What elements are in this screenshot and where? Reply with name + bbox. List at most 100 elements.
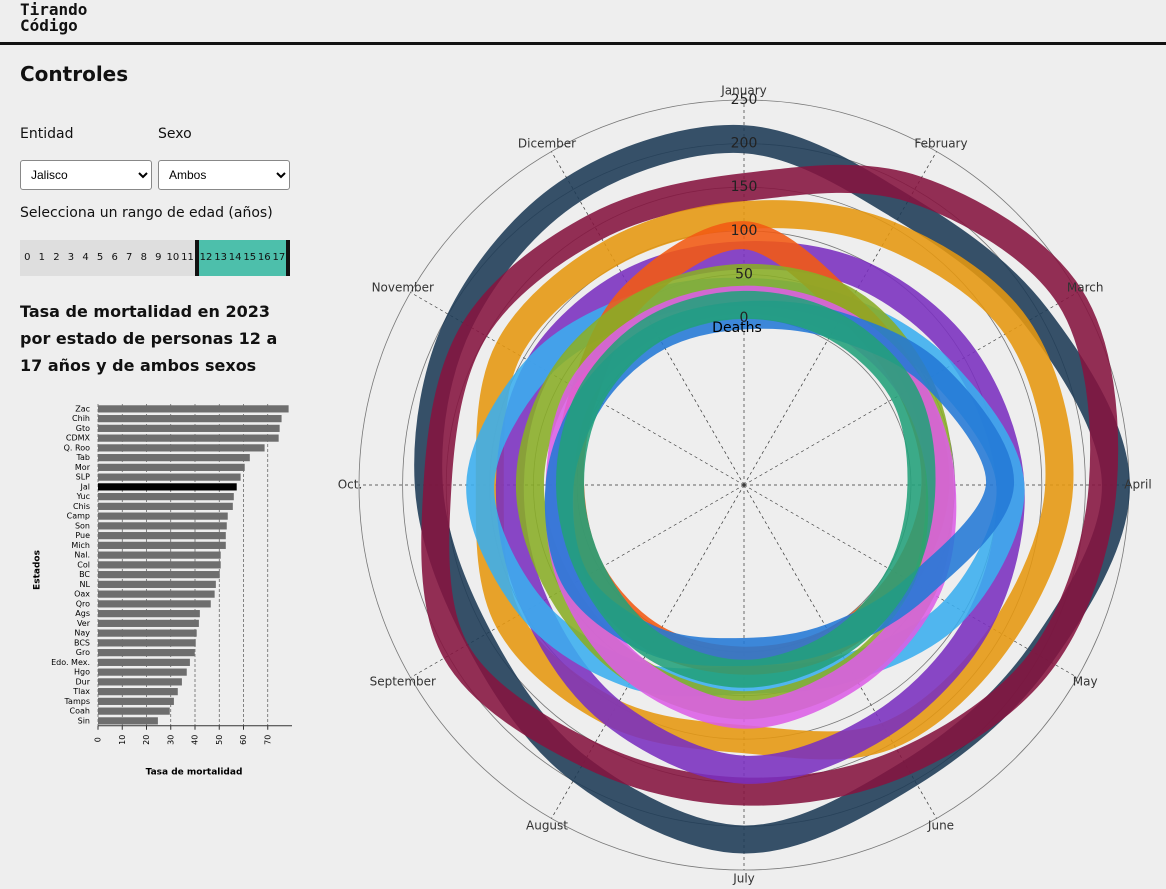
age-option[interactable]: 1 — [38, 252, 46, 263]
bar — [98, 444, 265, 452]
x-tick-label: 40 — [191, 735, 200, 745]
x-axis-label: Tasa de mortalidad — [146, 768, 243, 778]
bar — [98, 600, 211, 608]
age-option[interactable]: 2 — [53, 252, 60, 263]
bar — [98, 678, 182, 686]
bar — [98, 415, 282, 423]
y-tick-label: Chis — [73, 502, 90, 511]
y-tick-label: Chih — [72, 414, 90, 423]
y-tick-label: Qro — [76, 599, 90, 608]
age-option[interactable]: 5 — [96, 252, 104, 263]
y-tick-label: Yuc — [76, 492, 90, 501]
bar — [98, 522, 227, 530]
sex-label: Sexo — [158, 126, 192, 142]
age-option[interactable]: 12 — [194, 240, 214, 276]
y-tick-label: BCS — [74, 638, 90, 647]
y-tick-label: Mich — [71, 541, 90, 550]
site-title-line: Código — [20, 16, 78, 35]
y-tick-label: Hgo — [74, 668, 90, 677]
age-option[interactable]: 8 — [140, 252, 147, 263]
bar — [98, 590, 215, 598]
y-tick-label: Jal — [80, 482, 90, 491]
y-tick-label: Gto — [76, 424, 90, 433]
bar — [98, 658, 190, 666]
age-option[interactable]: 16 — [257, 240, 272, 276]
x-tick-label: 30 — [166, 735, 175, 745]
bar — [98, 493, 234, 501]
y-tick-label: Gro — [76, 648, 90, 657]
y-tick-label: 100 — [731, 223, 758, 239]
y-tick-label: Ags — [75, 609, 90, 618]
y-tick-label: Oax — [74, 590, 90, 599]
bar — [98, 454, 250, 462]
y-tick-label: Col — [77, 560, 90, 569]
x-tick-label: 50 — [215, 735, 224, 745]
age-option[interactable]: 11 — [181, 252, 194, 263]
age-option[interactable]: 14 — [227, 240, 243, 276]
x-tick-label: 10 — [118, 735, 127, 745]
y-tick-label: Tlax — [72, 687, 90, 696]
y-tick-label: Mor — [75, 463, 91, 472]
bar — [98, 561, 221, 569]
y-tick-label: Camp — [67, 512, 90, 521]
radial-chart: 0 50 100 150 200 250 Deaths January February Marc… — [338, 84, 1152, 886]
y-tick-label: 200 — [731, 136, 758, 152]
age-option[interactable]: 0 — [24, 252, 31, 263]
controls-title: Controles — [20, 62, 129, 86]
y-tick-label: Zac — [75, 404, 90, 413]
y-tick-label: SLP — [76, 473, 91, 482]
site-title[interactable]: Tirando Código — [20, 2, 87, 34]
x-tick-label: 0 — [94, 737, 103, 742]
age-slider[interactable]: 0 1 2 3 4 5 6 7 8 9 10 11 12 13 14 15 16 17 — [20, 240, 291, 276]
y-axis-label: Deaths — [712, 320, 762, 336]
bar — [98, 541, 226, 549]
y-tick-label: Sin — [78, 716, 90, 725]
age-option[interactable]: 7 — [126, 252, 133, 263]
bar — [98, 629, 197, 637]
y-tick-label: 0 — [740, 310, 749, 326]
month-label: Dicember — [518, 136, 576, 150]
bar — [98, 463, 245, 471]
month-label: May — [1073, 675, 1098, 689]
y-tick-label: Pue — [75, 531, 90, 540]
bar — [98, 668, 187, 676]
x-tick-label: 70 — [263, 735, 272, 745]
age-option[interactable]: 13 — [213, 240, 228, 276]
y-tick-label: CDMX — [66, 434, 91, 443]
bar — [98, 688, 178, 696]
month-label: August — [526, 819, 568, 833]
age-option[interactable]: 3 — [67, 252, 75, 263]
bar — [98, 697, 174, 705]
age-option[interactable]: 15 — [242, 240, 257, 276]
month-label: September — [370, 675, 436, 689]
month-label: March — [1067, 281, 1104, 295]
age-option[interactable]: 17 — [271, 240, 291, 276]
y-tick-label: Tab — [75, 453, 90, 462]
y-tick-label: Ver — [77, 619, 91, 628]
month-label: April — [1124, 478, 1151, 492]
bar — [98, 619, 199, 627]
bar — [98, 707, 170, 715]
age-option[interactable]: 9 — [155, 252, 162, 263]
age-option[interactable]: 10 — [166, 252, 180, 263]
y-tick-label: Nal. — [74, 551, 90, 560]
entity-select[interactable]: Jalisco — [20, 160, 152, 190]
y-tick-label: 150 — [731, 179, 758, 195]
bar — [98, 532, 226, 540]
bar — [98, 610, 200, 618]
age-label: Selecciona un rango de edad (años) — [20, 205, 273, 221]
age-option[interactable]: 6 — [111, 252, 118, 263]
series-band — [414, 124, 1130, 854]
y-tick-label: Dur — [75, 677, 90, 686]
bar — [98, 473, 241, 481]
age-option[interactable]: 4 — [82, 252, 89, 263]
bar — [98, 512, 228, 520]
series-band — [556, 290, 936, 688]
sex-select[interactable]: Ambos — [158, 160, 290, 190]
y-tick-label: BC — [79, 570, 90, 579]
y-tick-label: Q. Roo — [64, 443, 90, 452]
month-label: July — [732, 872, 755, 886]
bar — [98, 639, 196, 647]
bar — [98, 571, 220, 579]
